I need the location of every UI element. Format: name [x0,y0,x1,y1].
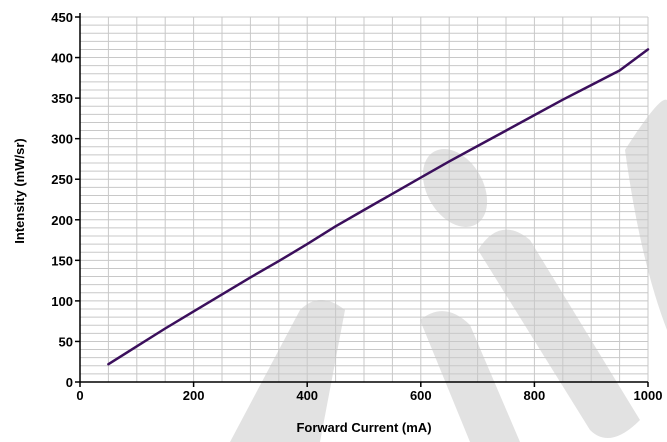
x-axis-title: Forward Current (mA) [296,420,431,435]
axes-layer [79,13,648,383]
x-tick-label: 1000 [634,388,663,403]
x-tick-label: 600 [410,388,432,403]
y-tick-label: 0 [66,375,73,390]
x-tick-label: 200 [183,388,205,403]
y-tick-label: 350 [51,91,73,106]
y-tick-label: 450 [51,10,73,25]
y-tick-label: 250 [51,172,73,187]
ticks-layer: 0 200 400 600 800 1000 0 50 100 150 200 250 300 350 40… [51,10,662,403]
y-tick-label: 150 [51,253,73,268]
y-tick-label: 400 [51,51,73,66]
y-tick-label: 200 [51,213,73,228]
x-tick-label: 400 [296,388,318,403]
x-tick-label: 0 [76,388,83,403]
y-tick-label: 100 [51,294,73,309]
grid-layer [79,16,649,383]
series-line [107,48,650,366]
series-layer [107,48,650,366]
y-axis-title: Intensity (mW/sr) [12,138,27,243]
y-tick-label: 300 [51,132,73,147]
x-tick-label: 800 [524,388,546,403]
y-tick-label: 50 [59,334,73,349]
